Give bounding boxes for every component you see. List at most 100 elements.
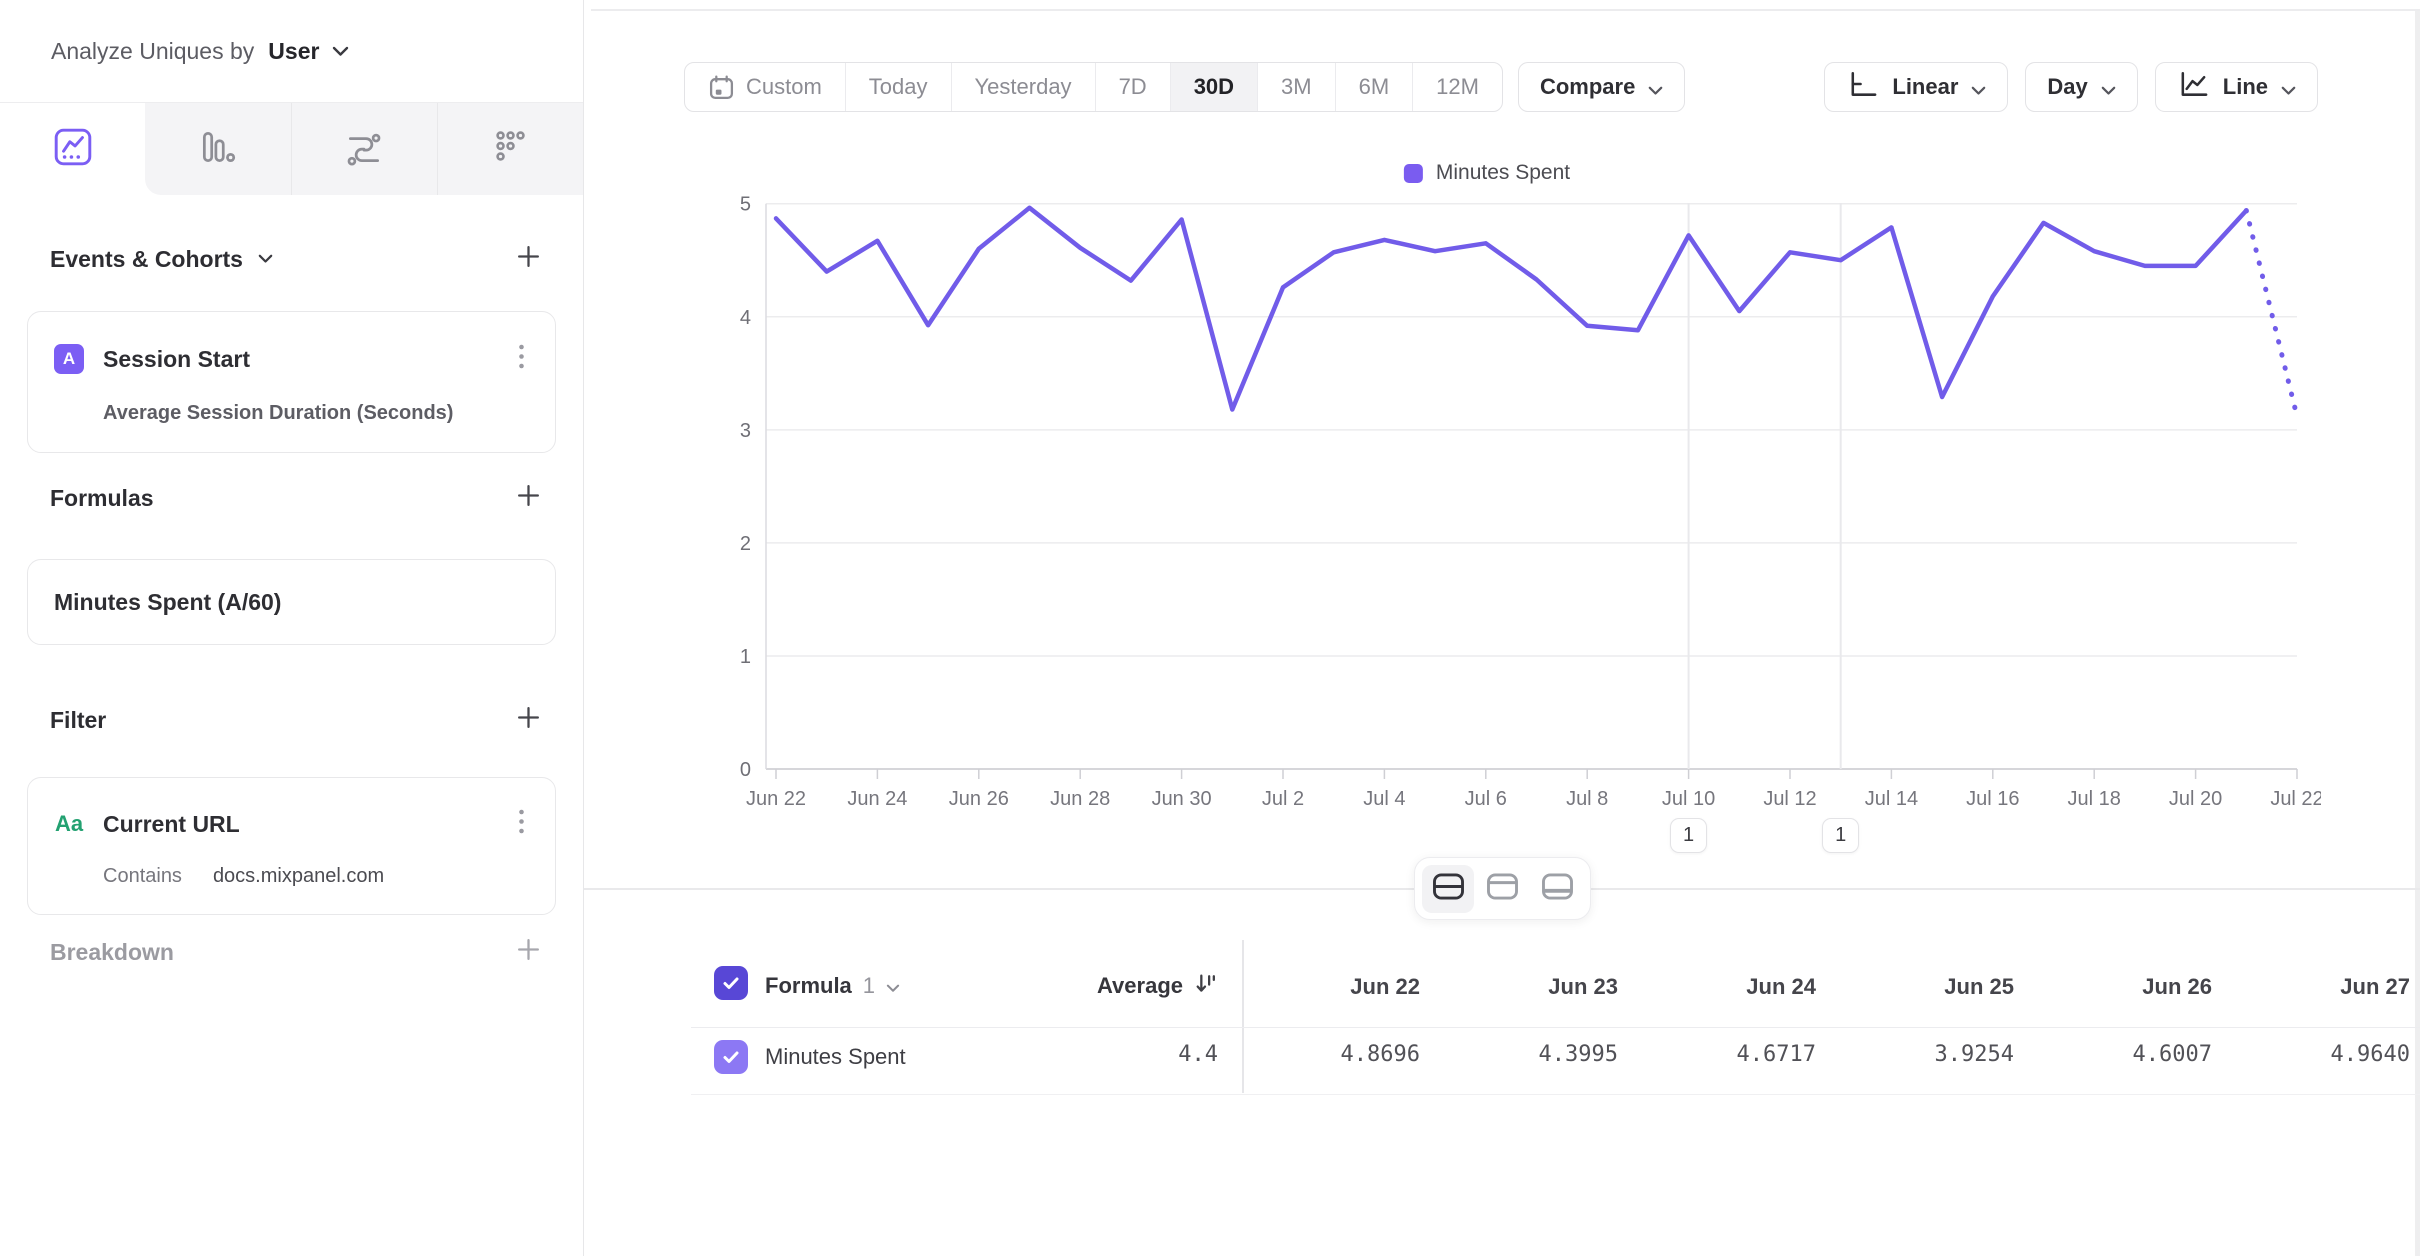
formula-card[interactable]: Minutes Spent (A/60) (27, 559, 556, 645)
chart-type-label: Line (2222, 74, 2268, 99)
tab-bar-chart[interactable] (145, 103, 291, 195)
legend-label: Minutes Spent (1435, 161, 1571, 184)
event-title[interactable]: Session Start (103, 345, 250, 372)
event-measurement[interactable]: Average Session Duration (Seconds) (103, 402, 454, 424)
formula-title[interactable]: Minutes Spent (A/60) (54, 588, 282, 615)
svg-text:4: 4 (740, 307, 751, 329)
chevron-down-icon[interactable] (332, 44, 349, 62)
tab-flows[interactable] (290, 103, 437, 195)
series-name-cell[interactable]: Minutes Spent (765, 1044, 906, 1069)
events-section-title: Events & Cohorts (50, 246, 273, 273)
column-header-jun-23[interactable]: Jun 23 (1548, 974, 1618, 999)
view-toggle-table-only-view[interactable] (1531, 865, 1583, 913)
scale-label: Linear (1892, 74, 1959, 99)
svg-text:Jun 24: Jun 24 (847, 788, 907, 810)
column-header-jun-25[interactable]: Jun 25 (1944, 974, 2014, 999)
events-section-header: Events & Cohorts (27, 233, 556, 285)
date-range-label: Today (868, 74, 928, 99)
chevron-down-icon (2281, 76, 2296, 102)
formulas-section-header: Formulas (27, 472, 556, 524)
value-cell-jun-22: 4.8696 (1340, 1042, 1420, 1067)
date-range-yesterday[interactable]: Yesterday (950, 63, 1095, 111)
date-range-7d[interactable]: 7D (1094, 63, 1170, 111)
row-checkbox[interactable] (714, 1040, 748, 1074)
filter-section-title: Filter (50, 706, 107, 733)
column-header-jun-24[interactable]: Jun 24 (1746, 974, 1816, 999)
view-toggle-split-view[interactable] (1422, 864, 1474, 913)
chart-type-tabs (0, 102, 583, 195)
scale-button[interactable]: Linear (1824, 62, 2009, 112)
svg-text:Jul 2: Jul 2 (1262, 788, 1304, 810)
line-chart-tab-icon (52, 126, 94, 173)
svg-text:5: 5 (740, 194, 751, 216)
value-cell-jun-26: 4.6007 (2132, 1042, 2212, 1067)
date-range-12m[interactable]: 12M (1412, 63, 1502, 111)
svg-text:0: 0 (740, 759, 751, 781)
svg-text:Jul 20: Jul 20 (2169, 788, 2222, 810)
compare-button[interactable]: Compare (1517, 62, 1686, 112)
sort-icon (1193, 971, 1218, 1002)
svg-text:2: 2 (740, 533, 751, 555)
average-label: Average (1096, 973, 1183, 998)
property-type-text-icon: Aa (54, 811, 84, 836)
chart-only-view-icon (1486, 872, 1519, 906)
tab-insights-line-chart[interactable] (0, 103, 146, 195)
svg-text:Jul 18: Jul 18 (2068, 788, 2121, 810)
chevron-down-icon[interactable] (258, 254, 273, 264)
column-header-jun-27[interactable]: Jun 27 (2340, 974, 2410, 999)
kebab-menu-icon[interactable] (512, 339, 531, 379)
svg-text:1: 1 (740, 646, 751, 668)
add-filter-button[interactable] (515, 704, 542, 736)
date-range-today[interactable]: Today (844, 63, 951, 111)
chart-legend[interactable]: Minutes Spent (1403, 161, 1571, 185)
linear-axis-icon (1846, 69, 1879, 105)
chevron-down-icon (886, 984, 900, 992)
annotation-chip-jul-13[interactable]: 1 (1822, 818, 1860, 853)
chart-type-button[interactable]: Line (2154, 62, 2318, 112)
scrollbar-track[interactable] (2415, 11, 2420, 1256)
select-all-checkbox[interactable] (714, 966, 748, 1000)
date-range-3m[interactable]: 3M (1257, 63, 1335, 111)
filter-property[interactable]: Current URL (103, 810, 240, 837)
add-event-button[interactable] (515, 243, 542, 275)
analyze-by-value[interactable]: User (268, 37, 320, 64)
filter-card[interactable]: Aa Current URL Contains docs.mixpanel.co… (27, 777, 556, 915)
interval-button[interactable]: Day (2025, 62, 2138, 112)
column-header-jun-26[interactable]: Jun 26 (2142, 974, 2212, 999)
kebab-menu-icon[interactable] (512, 804, 531, 844)
svg-text:Jul 10: Jul 10 (1662, 788, 1715, 810)
date-range-custom[interactable]: Custom (685, 63, 845, 111)
compare-label: Compare (1539, 74, 1636, 99)
svg-text:Jul 16: Jul 16 (1966, 788, 2019, 810)
table-header-border (691, 1027, 2420, 1028)
value-cell-jun-24: 4.6717 (1736, 1042, 1816, 1067)
add-breakdown-button[interactable] (515, 936, 542, 968)
svg-text:Jul 14: Jul 14 (1865, 788, 1918, 810)
date-range-6m[interactable]: 6M (1334, 63, 1413, 111)
view-toggle (1414, 857, 1591, 920)
column-header-jun-22[interactable]: Jun 22 (1350, 974, 1420, 999)
svg-text:3: 3 (740, 420, 751, 442)
event-letter-badge: A (54, 344, 84, 374)
legend-swatch (1403, 163, 1423, 183)
analyze-by-header: Analyze Uniques by User (0, 0, 583, 102)
chevron-down-icon (1971, 76, 1986, 102)
filter-value[interactable]: docs.mixpanel.com (212, 865, 385, 887)
line-chart-icon (2177, 69, 2210, 105)
svg-text:Jul 4: Jul 4 (1363, 788, 1405, 810)
add-formula-button[interactable] (515, 482, 542, 514)
filter-operator[interactable]: Contains (103, 865, 182, 887)
tab-retention-grid[interactable] (436, 103, 583, 195)
event-card[interactable]: A Session Start Average Session Duration… (27, 311, 556, 453)
svg-text:Jul 6: Jul 6 (1465, 788, 1507, 810)
date-range-30d[interactable]: 30D (1169, 63, 1258, 111)
svg-text:Jul 12: Jul 12 (1763, 788, 1816, 810)
value-cell-jun-23: 4.3995 (1538, 1042, 1618, 1067)
view-toggle-chart-only-view[interactable] (1477, 865, 1529, 913)
table-group-header[interactable]: Formula 1 (765, 969, 900, 1003)
average-column-header[interactable]: Average (1097, 969, 1218, 1003)
retention-grid-tab-icon (489, 126, 531, 173)
annotation-chip-jul-10[interactable]: 1 (1670, 818, 1708, 853)
date-range-label: 6M (1358, 74, 1390, 99)
line-chart[interactable]: 0 1 2 3 4 5 Jun 22 Jun 24 Jun 26 Jun 28 Jun 30 Jul … (701, 190, 2321, 890)
